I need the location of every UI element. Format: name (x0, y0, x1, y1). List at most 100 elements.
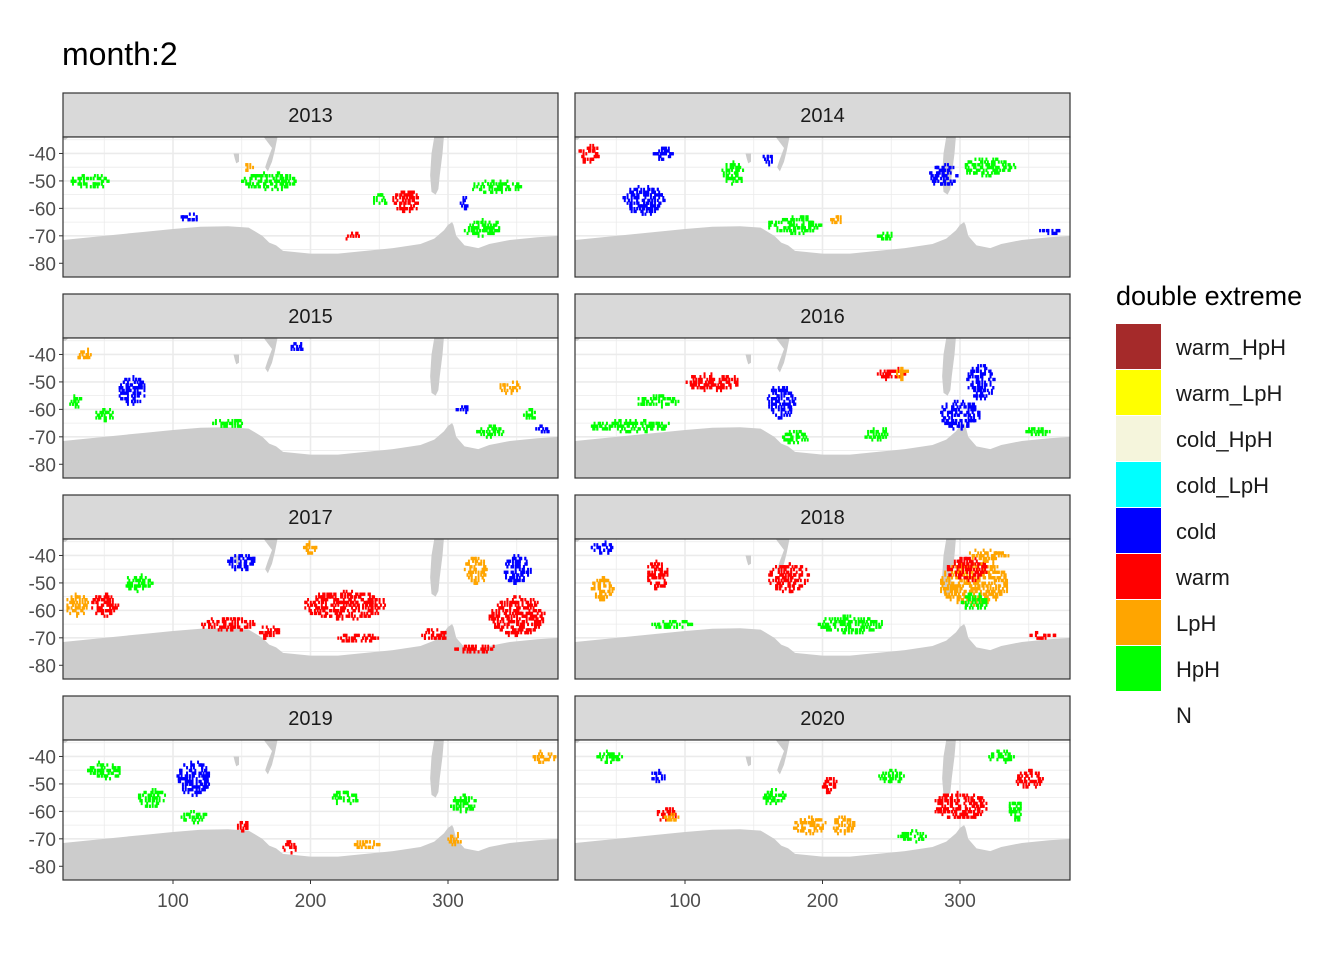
cell (257, 179, 260, 183)
cell (770, 160, 773, 164)
cell (126, 386, 129, 390)
cell (322, 600, 325, 605)
cell (721, 377, 724, 382)
cell (593, 146, 596, 150)
cell (274, 179, 277, 183)
cell (997, 165, 1000, 170)
extreme-patch-cold (762, 154, 773, 167)
cell (996, 168, 999, 172)
cell (788, 573, 791, 577)
cell (997, 570, 1000, 574)
cell (245, 179, 248, 183)
cell (869, 435, 872, 439)
cell (992, 157, 995, 161)
cell (480, 573, 483, 577)
cell (203, 622, 206, 627)
cell (768, 226, 771, 230)
cell (485, 228, 488, 233)
cell (403, 196, 406, 200)
cell (724, 377, 727, 382)
cell (510, 576, 513, 580)
cell (246, 622, 249, 627)
cell (736, 174, 739, 178)
cell (494, 622, 497, 627)
cell (137, 394, 140, 398)
cell (885, 377, 888, 382)
cell (784, 388, 787, 393)
cell (476, 429, 479, 434)
cell (516, 611, 519, 616)
cell (626, 429, 629, 434)
cell (532, 617, 535, 621)
cell (978, 388, 981, 393)
cell (790, 570, 793, 574)
cell (498, 622, 501, 627)
cell (791, 223, 794, 227)
cell (733, 176, 736, 181)
cell (502, 609, 505, 613)
cell (355, 639, 358, 643)
cell (660, 193, 663, 197)
cell (478, 429, 481, 434)
cell (636, 429, 639, 434)
cell (792, 226, 795, 230)
cell (407, 193, 410, 197)
cell (592, 146, 595, 150)
cell (984, 595, 987, 599)
cell (285, 176, 288, 181)
cell (889, 237, 892, 241)
cell (470, 556, 473, 561)
cell (506, 185, 509, 189)
cell (485, 435, 488, 439)
cell (977, 413, 980, 417)
cell (441, 630, 444, 635)
land-south-america (430, 539, 444, 597)
cell (500, 606, 503, 610)
cell (98, 595, 101, 599)
cell (966, 565, 969, 569)
cell (517, 600, 520, 605)
cell (981, 171, 984, 175)
cell (940, 581, 943, 585)
cell (491, 609, 494, 613)
cell (769, 570, 772, 574)
cell (85, 353, 88, 357)
cell (478, 562, 481, 566)
cell (342, 600, 345, 605)
cell (722, 174, 725, 178)
cell (117, 603, 120, 607)
cell (469, 565, 472, 569)
cell (487, 231, 490, 236)
cell (1051, 231, 1054, 236)
cell (474, 647, 477, 651)
cell (979, 391, 982, 395)
cell (736, 165, 739, 170)
cell (801, 223, 804, 227)
cell (241, 554, 244, 558)
cell (703, 386, 706, 390)
cell (1030, 429, 1033, 434)
cell (659, 152, 662, 156)
cell (104, 416, 107, 420)
cell (133, 576, 136, 580)
cell (225, 628, 228, 632)
cell (883, 432, 886, 437)
cell (656, 204, 659, 208)
cell (329, 592, 332, 596)
cell (506, 609, 509, 613)
cell (725, 168, 728, 172)
cell (968, 589, 971, 594)
cell (728, 380, 731, 384)
cell (608, 427, 611, 431)
cell (783, 386, 786, 390)
cell (139, 391, 142, 395)
cell (507, 617, 510, 621)
extreme-patch-cold (929, 163, 959, 186)
cell (666, 570, 669, 574)
cell (96, 603, 99, 607)
cell (788, 589, 791, 594)
cell (656, 584, 659, 588)
cell (988, 576, 991, 580)
cell (400, 193, 403, 197)
cell (692, 377, 695, 382)
